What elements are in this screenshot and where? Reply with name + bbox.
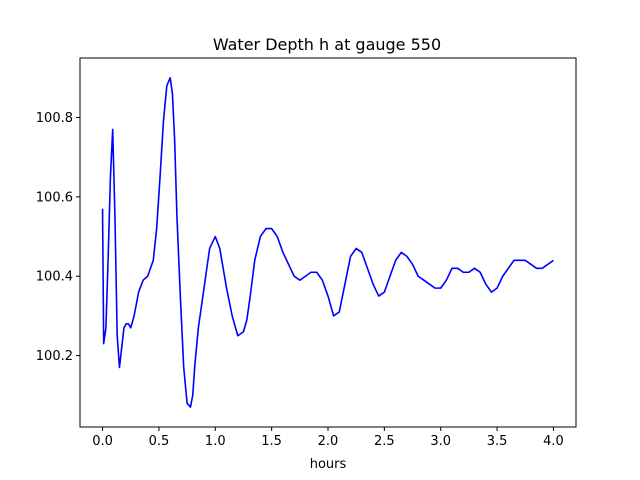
x-tick-label: 4.0 bbox=[543, 434, 564, 449]
y-tick-label: 100.4 bbox=[36, 270, 73, 285]
x-tick-label: 2.5 bbox=[374, 434, 395, 449]
plot-area: 0.0 0.5 1.0 1.5 2.0 2.5 3.0 3.5 4.0 100.2100.410… bbox=[36, 57, 577, 449]
y-axis-ticks: 100.2 100.4 100.6 100.8 bbox=[36, 111, 80, 364]
y-tick-label: 100.8 bbox=[36, 111, 73, 126]
series-line-group bbox=[101, 77, 554, 408]
series-line-0 bbox=[101, 77, 554, 408]
y-tick-label: 100.6 bbox=[36, 190, 73, 205]
x-tick-label: 2.0 bbox=[318, 434, 339, 449]
x-tick-label: 3.5 bbox=[487, 434, 508, 449]
x-tick-label: 1.0 bbox=[205, 434, 226, 449]
x-axis-label: hours bbox=[310, 457, 347, 472]
x-tick-label: 3.0 bbox=[430, 434, 451, 449]
x-tick-label: 1.5 bbox=[261, 434, 282, 449]
x-axis-ticks: 0.0 0.5 1.0 1.5 2.0 2.5 3.0 3.5 4.0 bbox=[92, 427, 564, 449]
x-tick-label: 0.5 bbox=[149, 434, 170, 449]
chart-title: Water Depth h at gauge 550 bbox=[213, 35, 441, 54]
x-tick-label: 0.0 bbox=[92, 434, 113, 449]
y-tick-label: 100.2 bbox=[36, 349, 73, 364]
